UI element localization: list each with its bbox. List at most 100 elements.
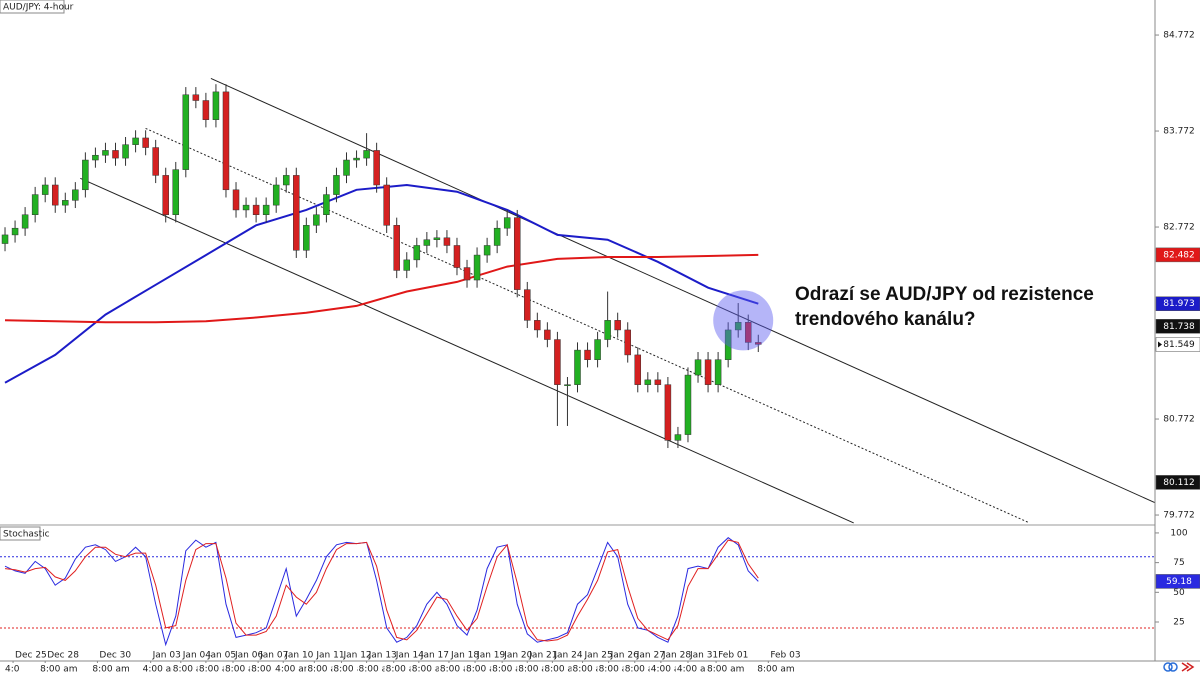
candle-body xyxy=(413,245,421,261)
x-time-label: 8:00 am xyxy=(225,665,262,675)
x-tick-label: Feb 03 xyxy=(770,651,800,661)
candle-body xyxy=(674,434,682,441)
price-marker-arrow xyxy=(1158,341,1162,348)
x-tick-label: Jan 18 xyxy=(450,651,479,661)
x-tick-label: Jan 26 xyxy=(610,651,639,661)
time-label-bg xyxy=(465,663,500,674)
link-icon[interactable] xyxy=(1168,662,1178,672)
x-tick-label: Jan 05 xyxy=(207,651,236,661)
candle-body xyxy=(463,267,471,281)
y-tick-label: 100 xyxy=(1170,528,1187,538)
x-time-label: 4:00 am xyxy=(651,665,688,675)
candle-body xyxy=(634,354,642,385)
x-tick-label: Dec 28 xyxy=(47,651,79,661)
time-label-bg xyxy=(438,663,473,674)
candle-body xyxy=(393,225,400,271)
candle-body xyxy=(724,329,732,360)
x-time-label: 4:0 xyxy=(5,665,20,675)
x-time-label: 4:00 am xyxy=(143,665,180,675)
x-tick-label: Jan 13 xyxy=(368,651,397,661)
price-marker xyxy=(1155,475,1200,490)
x-tick-label: Jan 24 xyxy=(553,651,582,661)
candle-body xyxy=(373,150,380,186)
x-tick-label: Jan 21 xyxy=(528,651,557,661)
price-marker xyxy=(1155,337,1200,352)
candle-body xyxy=(222,91,230,191)
time-label-bg xyxy=(274,663,309,674)
candle-body xyxy=(534,320,541,331)
x-time-label: 8:00 am xyxy=(359,665,396,675)
candle-body xyxy=(11,227,19,236)
candle-body xyxy=(644,379,652,385)
price-marker xyxy=(1155,319,1200,334)
time-label-bg xyxy=(675,663,710,674)
candle-body xyxy=(252,204,260,215)
time-label-bg xyxy=(171,663,206,674)
candle-body xyxy=(584,349,591,360)
x-time-label: 8:00 am xyxy=(199,665,236,675)
channel-line xyxy=(210,77,1156,504)
candle-body xyxy=(433,237,441,240)
time-label-bg xyxy=(597,663,632,674)
price-marker xyxy=(1155,247,1200,263)
x-tick-label: Jan 07 xyxy=(259,651,288,661)
y-tick-label: 82.772 xyxy=(1163,223,1195,233)
y-tick-label: 84.772 xyxy=(1163,31,1195,41)
link-icon[interactable] xyxy=(1163,662,1173,672)
x-tick-label: Jan 20 xyxy=(503,651,532,661)
time-label-bg xyxy=(623,663,658,674)
x-tick-label: Jan 12 xyxy=(342,651,371,661)
candle-body xyxy=(503,217,511,229)
candle-body xyxy=(142,137,149,148)
candle-body xyxy=(272,184,280,206)
y-tick-label: 25 xyxy=(1173,618,1184,628)
candle-body xyxy=(443,237,451,246)
x-time-label: 8:00 am xyxy=(412,665,449,675)
toolbar-icons[interactable] xyxy=(1163,662,1195,672)
candle-body xyxy=(182,94,190,170)
stochastic-line xyxy=(4,539,759,642)
candle-body xyxy=(21,214,29,229)
x-time-label: 8:00 am xyxy=(386,665,423,675)
x-time-label: 8:00 am xyxy=(599,665,636,675)
candle-body xyxy=(293,175,300,251)
candle-body xyxy=(212,91,220,120)
candle-body xyxy=(483,245,491,256)
candle-body xyxy=(624,329,631,356)
candle-body xyxy=(423,239,431,246)
candle-body xyxy=(604,320,611,340)
x-tick-label: Jan 04 xyxy=(182,651,211,661)
x-tick-label: Jan 03 xyxy=(152,651,181,661)
x-tick-label: Jan 17 xyxy=(420,651,449,661)
candle-body xyxy=(363,150,370,159)
price-marker-label: 81.738 xyxy=(1163,322,1195,332)
time-label-bg xyxy=(756,663,791,674)
candle-body xyxy=(343,159,350,176)
x-time-label: 8:00 am xyxy=(757,665,794,675)
candle-body xyxy=(152,147,159,176)
price-marker xyxy=(1155,574,1200,589)
candle-body xyxy=(353,157,360,161)
candle-body xyxy=(192,94,200,101)
candle-body xyxy=(62,200,69,206)
candle-body xyxy=(172,169,180,215)
candle-body xyxy=(473,254,481,281)
x-time-label: 8:00 am xyxy=(707,665,744,675)
candle-body xyxy=(734,322,742,331)
candle-body xyxy=(614,320,621,331)
annotation-line: Odrazí se AUD/JPY od rezistence xyxy=(795,284,1094,305)
channel-line xyxy=(80,177,854,524)
x-tick-label: Dec 30 xyxy=(99,651,131,661)
candle-body xyxy=(594,339,601,360)
x-time-label: 8:00 am xyxy=(307,665,344,675)
x-time-label: 8:00 am xyxy=(40,665,77,675)
scroll-icon[interactable] xyxy=(1181,662,1195,672)
time-label-bg xyxy=(384,663,419,674)
x-time-label: 8:00 am xyxy=(440,665,477,675)
x-time-label: 8:00 am xyxy=(92,665,129,675)
x-tick-label: Jan 06 xyxy=(234,651,263,661)
candle-body xyxy=(82,159,89,191)
candle-body xyxy=(102,150,109,156)
x-time-label: 8:00 am xyxy=(333,665,370,675)
